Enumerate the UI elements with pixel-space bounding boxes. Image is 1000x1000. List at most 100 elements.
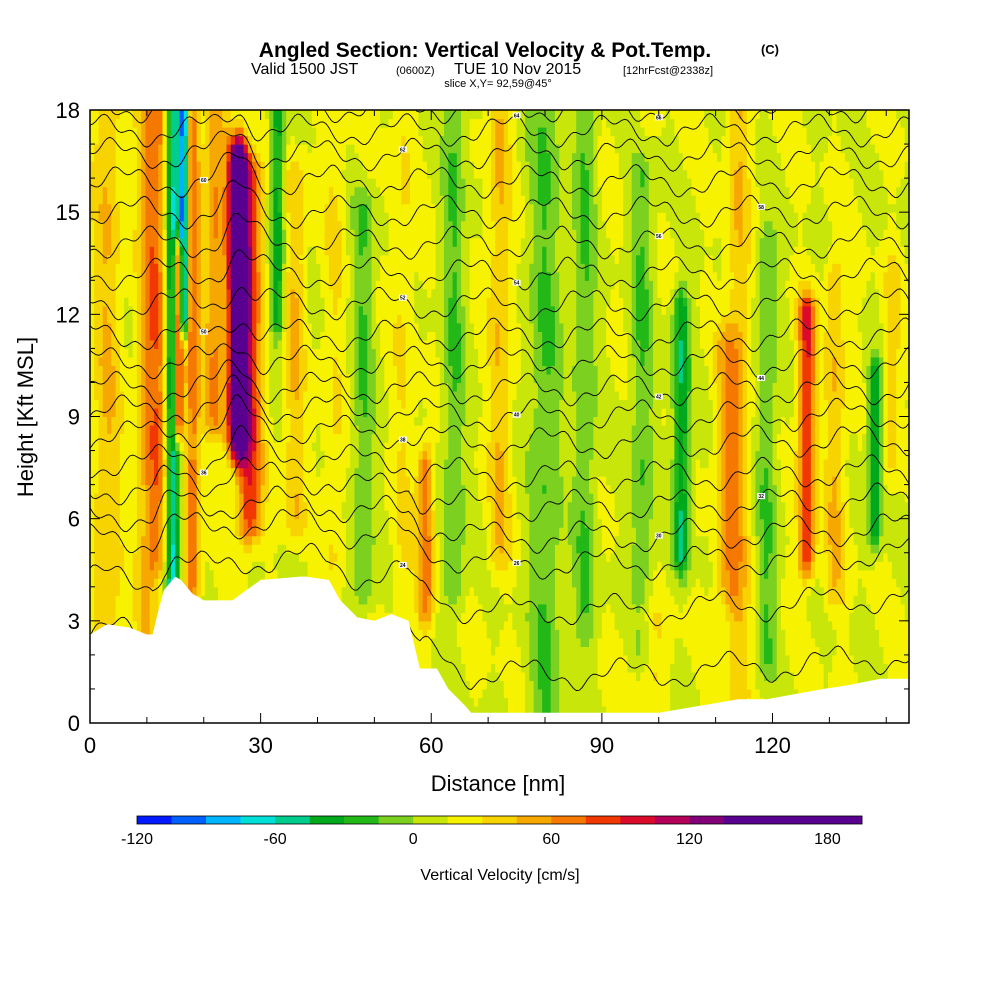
velocity-cell — [230, 288, 236, 298]
velocity-cell — [145, 195, 151, 205]
velocity-cell — [375, 348, 381, 358]
velocity-cell — [269, 322, 275, 332]
velocity-cell — [350, 127, 356, 137]
velocity-cell — [375, 399, 381, 409]
velocity-cell — [384, 578, 390, 588]
velocity-cell — [119, 127, 125, 137]
velocity-cell — [303, 399, 309, 409]
velocity-cell — [98, 118, 104, 128]
velocity-cell — [205, 578, 211, 588]
velocity-cell — [230, 297, 236, 307]
velocity-cell — [171, 569, 176, 579]
velocity-cell — [115, 603, 121, 613]
velocity-cell — [136, 501, 142, 511]
velocity-cell — [316, 450, 321, 460]
velocity-cell — [192, 135, 198, 145]
velocity-cell — [192, 144, 198, 154]
velocity-cell — [247, 246, 253, 256]
velocity-cell — [102, 195, 108, 205]
velocity-cell — [153, 322, 159, 332]
velocity-cell — [141, 416, 147, 426]
velocity-cell — [243, 459, 249, 469]
velocity-cell — [136, 442, 142, 452]
velocity-cell — [136, 459, 142, 469]
velocity-cell — [277, 476, 283, 486]
velocity-cell — [166, 220, 172, 230]
velocity-cell — [188, 484, 193, 494]
velocity-cell — [162, 442, 168, 452]
velocity-cell — [350, 280, 356, 290]
velocity-cell — [358, 578, 364, 588]
velocity-cell — [350, 314, 356, 324]
velocity-cell — [166, 195, 172, 205]
velocity-cell — [226, 127, 232, 137]
velocity-cell — [119, 535, 125, 545]
velocity-cell — [380, 476, 385, 486]
velocity-cell — [230, 399, 236, 409]
velocity-cell — [200, 527, 206, 537]
velocity-cell — [345, 382, 351, 392]
velocity-cell — [136, 348, 142, 358]
velocity-cell — [205, 433, 211, 443]
velocity-cell — [252, 510, 257, 520]
velocity-cell — [94, 382, 100, 392]
velocity-cell — [299, 450, 304, 460]
velocity-cell — [188, 544, 193, 554]
velocity-cell — [132, 246, 138, 256]
velocity-cell — [380, 518, 385, 528]
velocity-cell — [222, 237, 228, 247]
velocity-cell — [149, 110, 155, 120]
velocity-cell — [358, 110, 364, 120]
velocity-cell — [277, 280, 283, 290]
velocity-cell — [260, 118, 266, 128]
velocity-cell — [269, 544, 275, 554]
velocity-cell — [119, 169, 125, 179]
velocity-cell — [213, 118, 219, 128]
velocity-cell — [115, 425, 121, 435]
velocity-cell — [350, 501, 356, 511]
velocity-cell — [192, 254, 198, 264]
velocity-cell — [119, 390, 125, 401]
velocity-cell — [124, 212, 129, 222]
velocity-cell — [153, 569, 159, 579]
velocity-cell — [209, 271, 215, 281]
velocity-cell — [375, 595, 381, 605]
velocity-cell — [136, 356, 142, 367]
velocity-cell — [158, 322, 164, 332]
velocity-cell — [196, 484, 202, 494]
velocity-cell — [371, 484, 377, 494]
velocity-cell — [350, 203, 356, 213]
velocity-cell — [363, 373, 368, 384]
velocity-cell — [149, 195, 155, 205]
velocity-cell — [166, 416, 172, 426]
velocity-cell — [230, 161, 236, 171]
velocity-cell — [239, 297, 245, 307]
velocity-cell — [115, 144, 121, 154]
velocity-cell — [166, 246, 172, 256]
velocity-cell — [328, 390, 334, 401]
velocity-cell — [149, 416, 155, 426]
velocity-cell — [119, 229, 125, 239]
velocity-cell — [286, 161, 292, 171]
velocity-cell — [316, 425, 321, 435]
velocity-cell — [367, 450, 373, 460]
velocity-cell — [115, 263, 121, 273]
velocity-cell — [128, 263, 134, 273]
velocity-cell — [358, 118, 364, 128]
velocity-cell — [230, 263, 236, 273]
velocity-cell — [162, 178, 168, 188]
velocity-cell — [311, 314, 317, 324]
velocity-cell — [175, 348, 181, 358]
velocity-cell — [324, 135, 330, 145]
velocity-cell — [350, 595, 356, 605]
velocity-cell — [145, 263, 151, 273]
velocity-cell — [380, 127, 385, 137]
velocity-cell — [341, 578, 347, 588]
velocity-cell — [136, 450, 142, 460]
velocity-cell — [252, 237, 257, 247]
velocity-cell — [345, 280, 351, 290]
velocity-cell — [115, 203, 121, 213]
velocity-cell — [213, 544, 219, 554]
velocity-cell — [281, 229, 287, 239]
velocity-cell — [320, 212, 326, 222]
